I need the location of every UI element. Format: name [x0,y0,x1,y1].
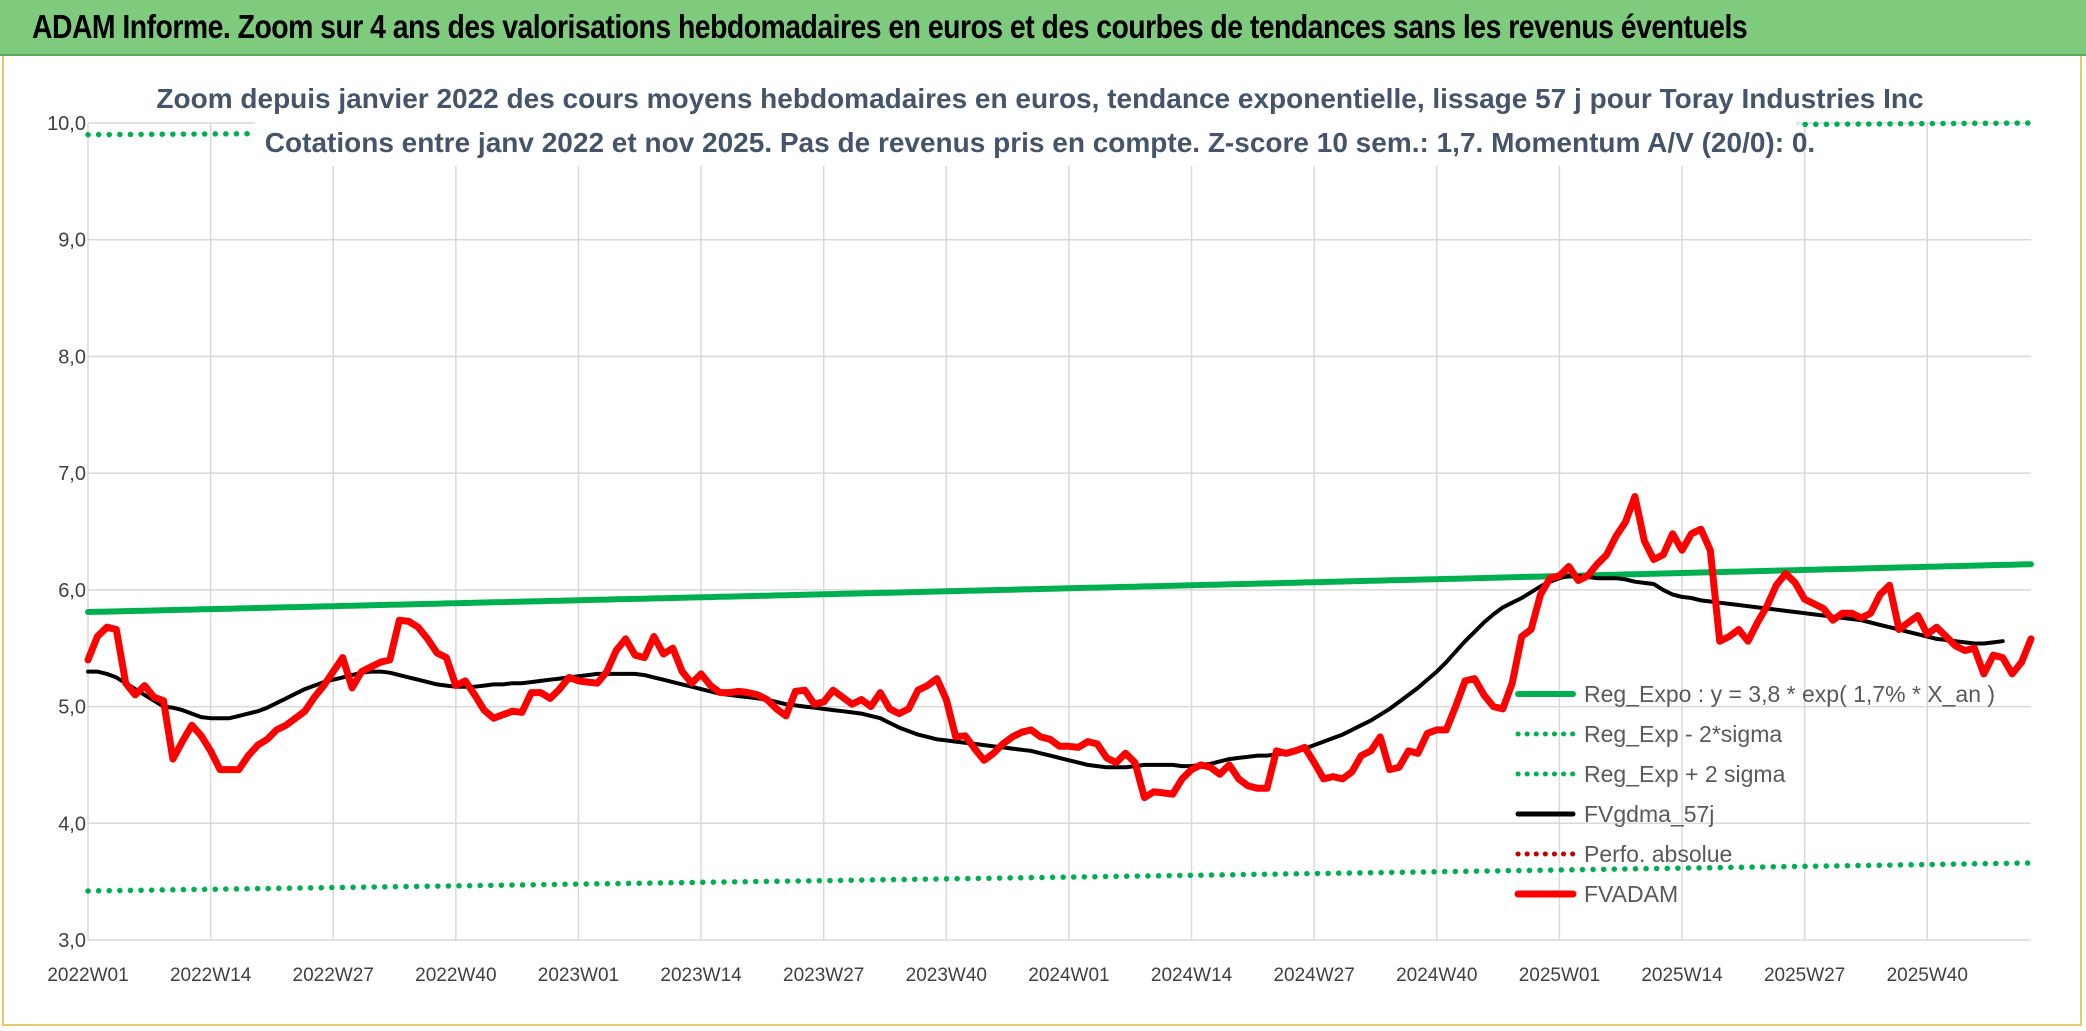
y-axis-ticks: 3,0 4,0 5,0 6,0 7,0 8,0 9,0 10,0 [47,113,86,952]
chart-subtitle-line2: Cotations entre janv 2022 et nov 2025. P… [265,127,1815,158]
x-tick-label: 2022W01 [47,965,128,986]
x-tick-label: 2025W14 [1641,965,1723,986]
fvadam-line [84,493,2035,802]
legend-reg-expo-label: Reg_Expo : y = 3,8 * exp( 1,7% * X_an ) [1584,681,1995,707]
legend-fvgdma-label: FVgdma_57j [1584,801,1714,827]
y-tick-label: 3,0 [58,930,86,952]
reg-expo-line [85,561,2034,615]
subtitle-backdrop [255,78,1797,166]
fvgdma-57j-line [86,573,2005,770]
x-tick-label: 2024W27 [1273,965,1354,986]
y-tick-label: 5,0 [58,697,86,719]
x-axis-ticks: 2022W01 2022W14 2022W27 2022W40 2023W01 2023W… [47,965,1968,986]
legend-reg-exp-plus-label: Reg_Exp + 2 sigma [1584,761,1786,787]
legend-perfo-label: Perfo. absolue [1584,841,1732,867]
x-tick-label: 2023W40 [906,965,987,986]
report-banner: ADAM Informe. Zoom sur 4 ans des valoris… [0,0,2086,56]
x-tick-label: 2022W27 [293,965,374,986]
chart-subtitle-line1: Zoom depuis janvier 2022 des cours moyen… [156,83,1923,114]
x-tick-label: 2023W27 [783,965,864,986]
y-tick-label: 6,0 [58,580,86,602]
report-title: ADAM Informe. Zoom sur 4 ans des valoris… [32,8,1748,45]
x-tick-label: 2024W01 [1028,965,1109,986]
y-tick-label: 8,0 [58,346,86,368]
legend-fvadam-label: FVADAM [1584,881,1678,907]
x-tick-label: 2024W40 [1396,965,1477,986]
grid [87,122,2031,941]
y-tick-label: 4,0 [58,813,86,835]
chart-frame [2,56,2082,1026]
x-tick-label: 2024W14 [1151,965,1233,986]
y-tick-label: 7,0 [58,463,86,485]
x-tick-label: 2025W27 [1764,965,1845,986]
x-tick-label: 2025W40 [1887,965,1968,986]
reg-exp-minus-2sigma-line [85,860,2034,894]
x-tick-label: 2023W14 [660,965,742,986]
legend: Reg_Expo : y = 3,8 * exp( 1,7% * X_an ) R… [1514,681,1995,907]
y-tick-label: 9,0 [58,230,86,252]
x-tick-label: 2022W40 [415,965,496,986]
x-tick-label: 2022W14 [170,965,252,986]
x-tick-label: 2025W01 [1519,965,1600,986]
y-tick-label: 10,0 [47,113,86,135]
x-tick-label: 2023W01 [538,965,619,986]
legend-reg-exp-minus-label: Reg_Exp - 2*sigma [1584,721,1782,747]
